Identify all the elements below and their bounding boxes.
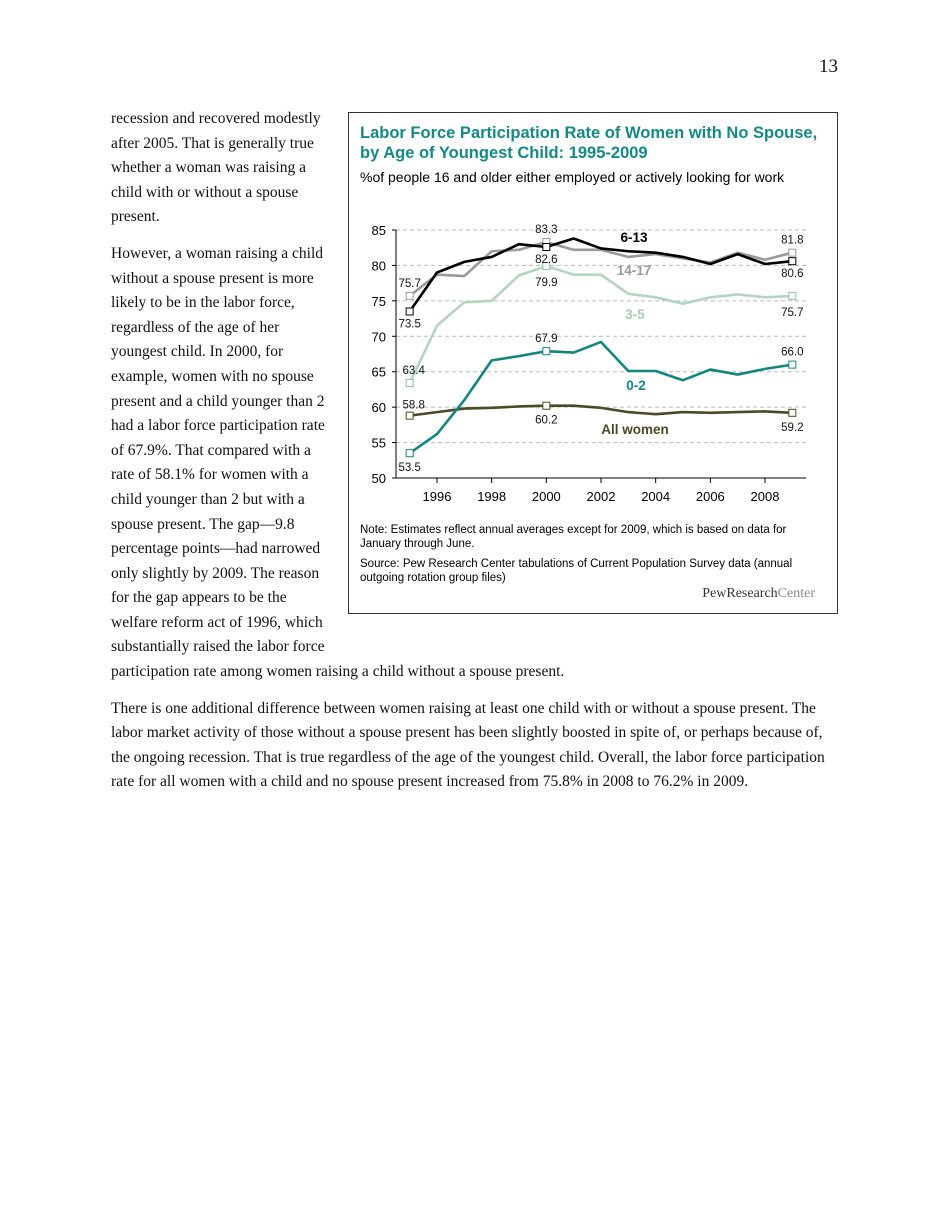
x-tick-label: 2002 xyxy=(587,489,616,504)
point-marker xyxy=(405,411,414,420)
chart-title: Labor Force Participation Rate of Women … xyxy=(360,124,818,162)
body-text: 50 55 60 65 70 75 80 85 1996 1998 2000 2002 2004 2006… xyxy=(111,107,838,807)
data-label: 53.5 xyxy=(398,462,420,474)
logo: PewResearchCenter xyxy=(702,582,815,607)
series-name: 14-17 xyxy=(617,263,652,278)
point-marker xyxy=(405,449,414,458)
data-label: 83.3 xyxy=(535,224,557,236)
page-number: 13 xyxy=(819,56,838,77)
data-label: 75.7 xyxy=(781,307,803,319)
point-marker xyxy=(542,401,551,410)
x-tick-label: 2006 xyxy=(696,489,725,504)
chart-source: Source: Pew Research Center tabulations … xyxy=(360,558,793,584)
data-label: 58.8 xyxy=(402,400,424,412)
data-label: 67.9 xyxy=(535,333,557,345)
data-label: 75.7 xyxy=(398,278,420,290)
series-line xyxy=(408,264,793,384)
series-name: 0-2 xyxy=(626,378,646,393)
point-marker xyxy=(788,408,797,417)
chart-subtitle: %of people 16 and older either employed … xyxy=(360,169,785,185)
x-tick-label: 1998 xyxy=(477,489,506,504)
series-line xyxy=(408,240,793,297)
data-label: 80.6 xyxy=(781,268,803,280)
x-tick-label: 2004 xyxy=(641,489,670,504)
chart-box: 50 55 60 65 70 75 80 85 1996 1998 2000 2002 2004 2006… xyxy=(348,112,838,614)
data-label: 59.2 xyxy=(781,422,803,434)
y-tick-label: 75 xyxy=(372,294,386,309)
series-line xyxy=(408,237,793,313)
logo-primary: PewResearch xyxy=(702,586,778,602)
chart: 50 55 60 65 70 75 80 85 1996 1998 2000 2002 2004 2006… xyxy=(372,223,806,504)
series-name: All women xyxy=(601,422,669,437)
data-label: 82.6 xyxy=(535,254,557,266)
y-tick-label: 55 xyxy=(372,436,386,451)
x-tick-label: 2008 xyxy=(751,489,780,504)
x-tick-label: 2000 xyxy=(532,489,561,504)
point-marker xyxy=(405,379,414,388)
series-name: 3-5 xyxy=(625,307,645,322)
data-label: 79.9 xyxy=(535,277,557,289)
paragraph: However, a woman raising a child without… xyxy=(111,244,565,681)
point-marker xyxy=(405,307,414,316)
series-line xyxy=(408,340,793,455)
point-marker xyxy=(788,248,797,257)
series-name: 6-13 xyxy=(620,230,648,245)
paragraph: recession and recovered modestly after 2… xyxy=(111,110,321,226)
y-tick-label: 65 xyxy=(372,365,386,380)
x-tick-label: 1996 xyxy=(423,489,452,504)
point-marker xyxy=(542,243,551,252)
chart-note: Note: Estimates reflect annual averages … xyxy=(360,524,787,550)
data-label: 73.5 xyxy=(398,318,420,330)
y-tick-label: 70 xyxy=(372,329,386,344)
point-marker xyxy=(542,262,551,271)
point-marker xyxy=(788,257,797,266)
data-label: 63.4 xyxy=(402,365,425,377)
paragraph: There is one additional difference betwe… xyxy=(111,699,825,791)
logo-secondary: Center xyxy=(777,586,815,602)
point-marker xyxy=(788,360,797,369)
y-tick-label: 50 xyxy=(372,471,386,486)
y-tick-label: 85 xyxy=(372,223,386,238)
data-label: 60.2 xyxy=(535,415,557,427)
y-tick-label: 60 xyxy=(372,400,386,415)
series-line xyxy=(409,404,793,417)
data-label: 81.8 xyxy=(781,235,803,247)
point-marker xyxy=(788,291,797,300)
point-marker xyxy=(542,347,551,356)
point-marker xyxy=(405,291,414,300)
y-tick-label: 80 xyxy=(372,258,386,273)
data-label: 66.0 xyxy=(781,347,803,359)
